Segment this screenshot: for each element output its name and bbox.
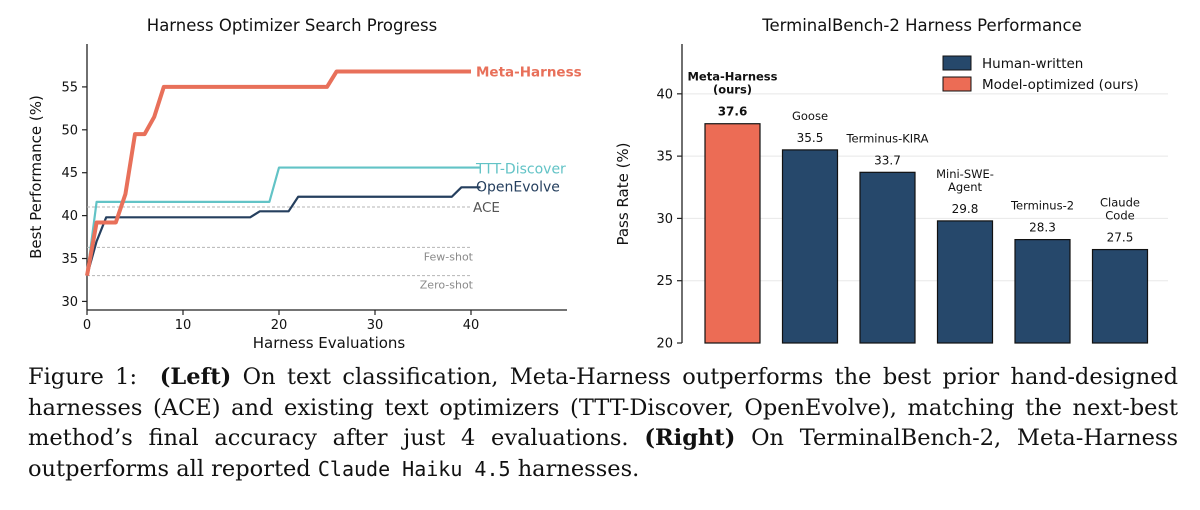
bar-value-label: 37.6 [718, 105, 748, 119]
caption-right-text-after: harnesses. [517, 455, 640, 482]
bar-category-label: Terminus-KIRA [845, 131, 928, 145]
right-y-tick-label: 40 [656, 87, 673, 102]
bar-value-label: 27.5 [1107, 231, 1134, 245]
series-label-openevolve: OpenEvolve [476, 179, 560, 195]
right-bars: 37.6 Meta-Harness(ours) 35.5 Goose 33.7 Termi… [687, 70, 1149, 344]
bar-category-label: Code [1105, 209, 1134, 223]
bar-3 [936, 220, 994, 344]
bar-2 [859, 171, 916, 344]
right-gridlines [682, 93, 1168, 282]
left-x-tick-label: 40 [463, 318, 480, 333]
left-x-tick-label: 10 [175, 318, 192, 333]
series-line-openevolve [85, 186, 481, 276]
caption-right-label: (Right) [644, 425, 736, 451]
left-y-tick-label: 50 [61, 123, 78, 138]
left-y-tick-label: 30 [61, 295, 78, 310]
caption-right-text-before: On TerminalBench-2, Meta-Harness outperf… [28, 425, 1179, 482]
left-y-tick-label: 35 [61, 252, 78, 267]
caption-model-name: Claude Haiku 4.5 [317, 456, 511, 481]
left-y-tick-label: 55 [61, 80, 78, 95]
right-legend: Human-written Model-optimized (ours) [942, 55, 1139, 93]
bar-category-label: Meta-Harness [687, 70, 777, 84]
left-chart-title: Harness Optimizer Search Progress [147, 16, 437, 35]
bar-value-label: 33.7 [874, 153, 901, 167]
figure-caption: Figure 1: (Left) On text classification,… [28, 362, 1178, 484]
left-y-tick-label: 45 [61, 166, 78, 181]
bar-value-label: 35.5 [797, 131, 824, 145]
bar-category-label: Agent [948, 180, 983, 194]
left-reference-lines: ACE Few-shot Zero-shot [87, 200, 500, 292]
caption-figure-label: Figure 1: [28, 364, 138, 390]
right-bar-chart: TerminalBench-2 Harness Performance 20 25… [614, 16, 1168, 352]
right-chart-title: TerminalBench-2 Harness Performance [761, 16, 1082, 35]
legend-label-human: Human-written [982, 56, 1083, 72]
series-line-ttt-discover [85, 166, 481, 276]
caption-left-text: On text classification, Meta-Harness out… [28, 364, 1179, 451]
bar-category-label: Mini-SWE- [936, 167, 994, 181]
left-x-tick-label: 0 [83, 318, 91, 333]
caption-left-label: (Left) [159, 364, 232, 390]
left-axis-ticks: 0 10 20 30 40 30 35 40 45 50 55 [61, 80, 479, 333]
left-x-tick-label: 30 [367, 318, 384, 333]
right-axis-ticks: 20 25 30 35 40 [656, 87, 682, 352]
left-x-tick-label: 20 [271, 318, 288, 333]
left-y-axis-title: Best Performance (%) [27, 95, 45, 259]
right-y-tick-label: 35 [656, 150, 673, 165]
legend-label-model: Model-optimized (ours) [982, 77, 1139, 93]
right-y-tick-label: 30 [656, 212, 673, 227]
bar-value-label: 29.8 [952, 202, 979, 216]
bar-category-label: Terminus-2 [1010, 199, 1074, 213]
series-label-meta-harness: Meta-Harness [476, 64, 582, 80]
left-y-tick-label: 40 [61, 209, 78, 224]
left-line-chart: Harness Optimizer Search Progress 0 10 20 3… [27, 16, 582, 352]
ref-label-ace: ACE [473, 200, 500, 216]
bar-4 [1014, 238, 1071, 344]
bar-1 [781, 149, 839, 344]
ref-label-few-shot: Few-shot [424, 250, 474, 263]
left-x-axis-title: Harness Evaluations [253, 334, 406, 352]
legend-swatch-model [942, 76, 972, 92]
legend-swatch-human [942, 55, 972, 71]
series-line-meta-harness [85, 69, 471, 277]
bar-category-label: Claude [1100, 196, 1140, 210]
figure-1: Harness Optimizer Search Progress 0 10 20 3… [27, 16, 1168, 352]
right-y-tick-label: 25 [656, 274, 673, 289]
ref-label-zero-shot: Zero-shot [420, 279, 474, 292]
bar-category-label: Goose [792, 109, 828, 123]
bar-0 [704, 123, 761, 344]
series-label-ttt-discover: TTT-Discover [475, 162, 566, 178]
right-y-tick-label: 20 [656, 337, 673, 352]
bar-category-label: (ours) [713, 83, 752, 97]
left-series-lines [85, 69, 481, 277]
bar-5 [1091, 248, 1149, 344]
right-y-axis-title: Pass Rate (%) [614, 142, 632, 245]
bar-value-label: 28.3 [1029, 221, 1056, 235]
